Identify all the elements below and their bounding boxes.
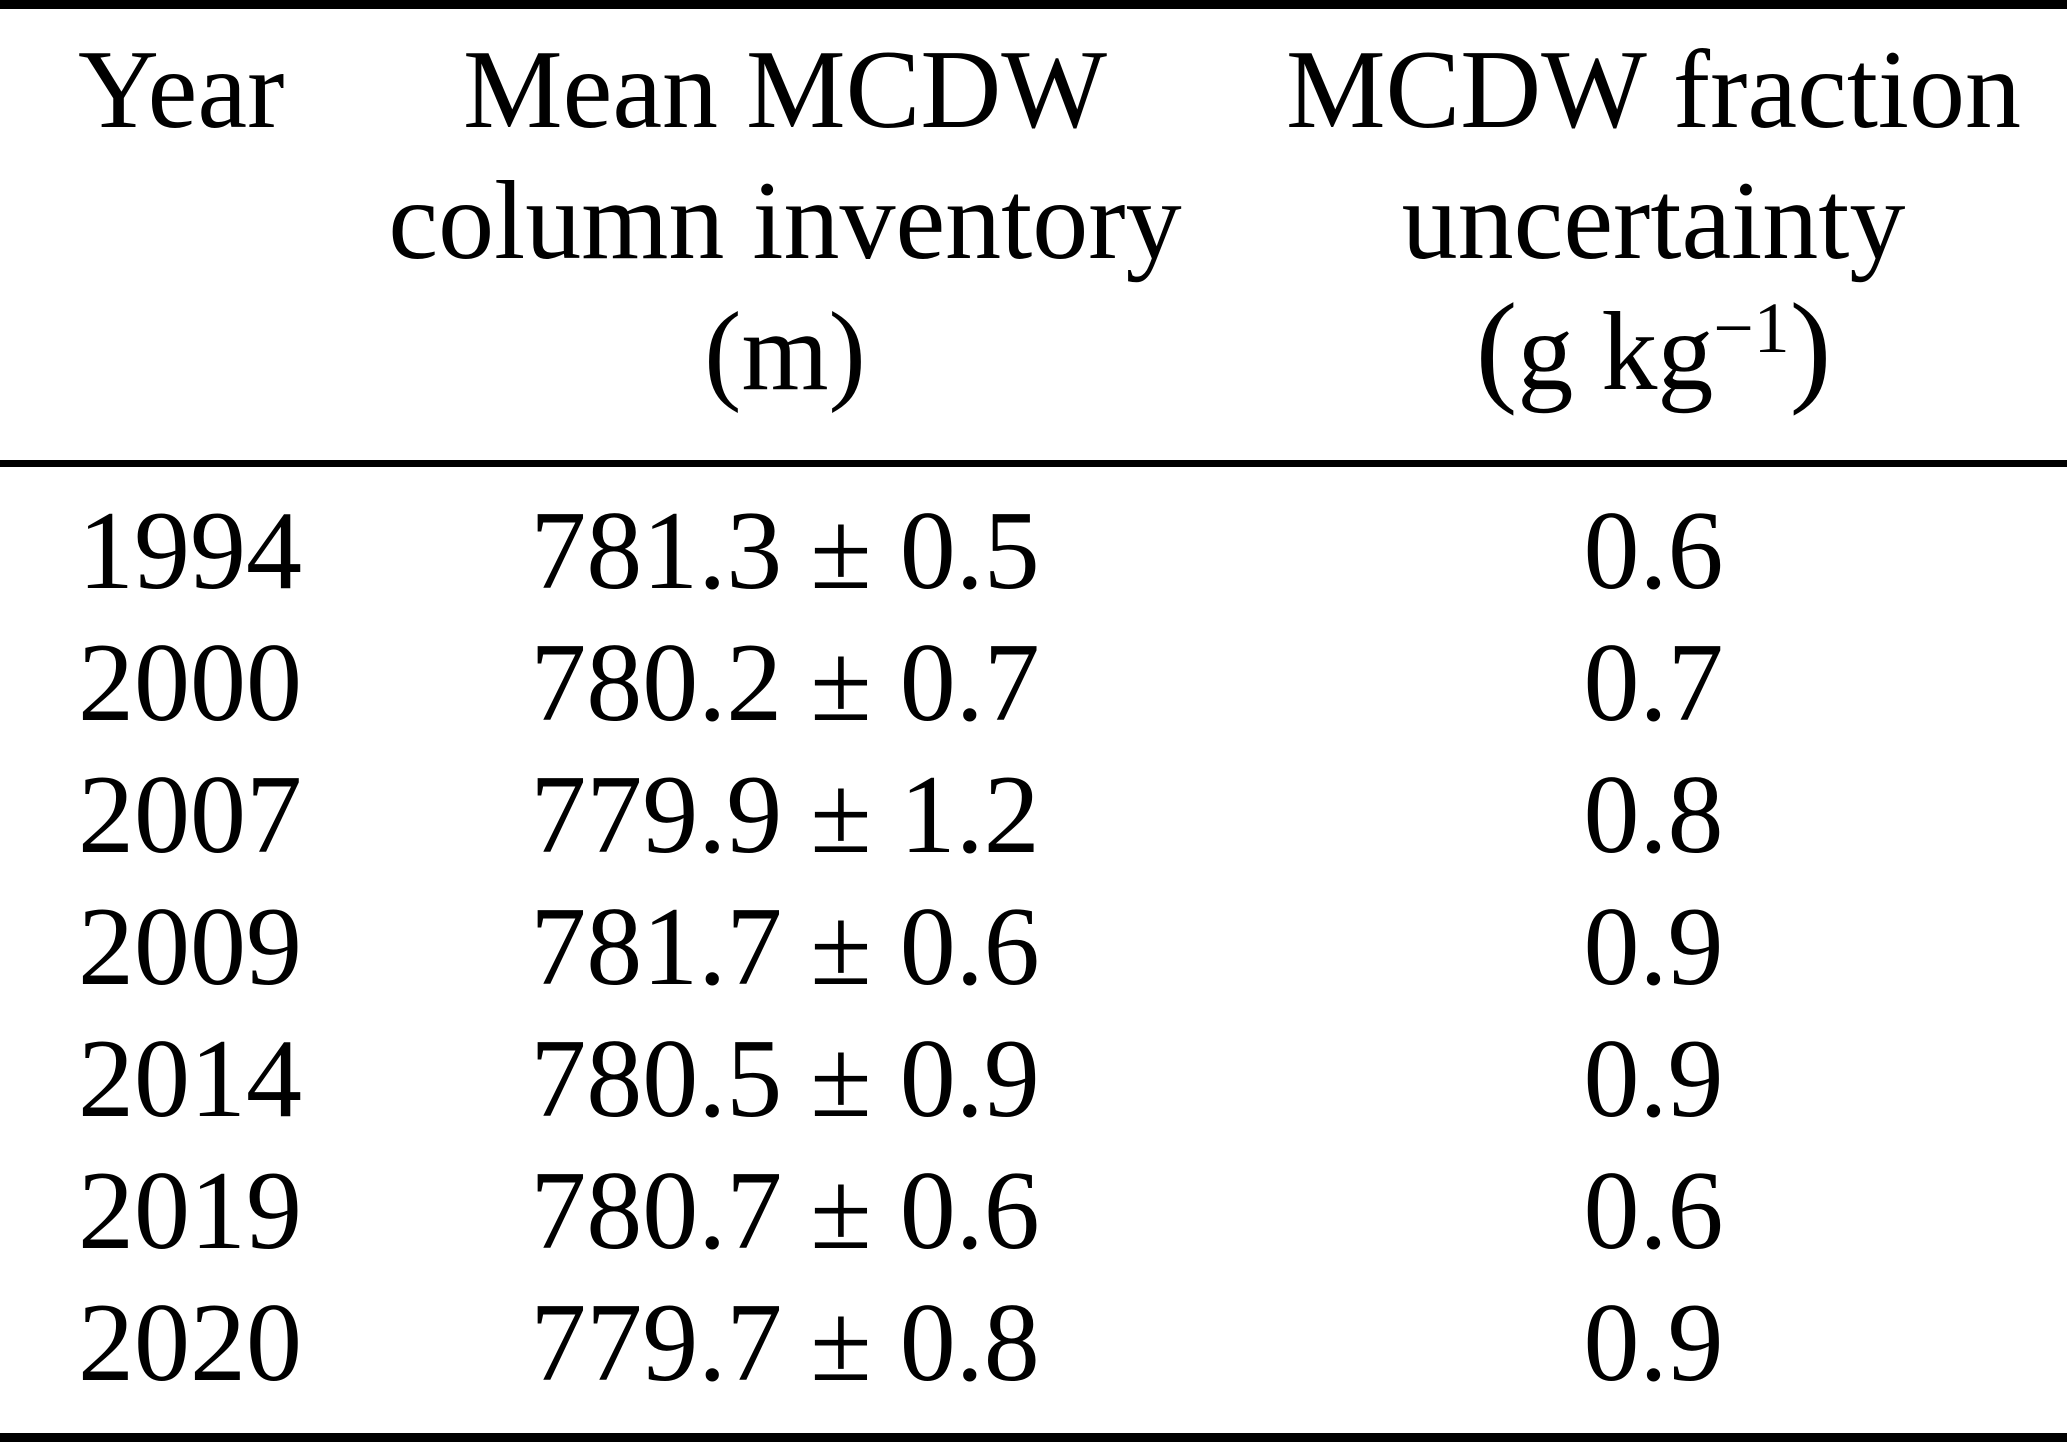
table-row-1994: 1994 781.3 ± 0.5 0.6 xyxy=(0,464,2067,618)
table-header: Year Mean MCDW column inventory (m) MCDW… xyxy=(0,4,2067,467)
inventory-cell: 780.7 ± 0.6 xyxy=(530,1149,1040,1273)
uncertainty-cell: 0.6 xyxy=(1583,489,1724,613)
unit-open-paren: ( xyxy=(1475,278,1518,417)
year-cell: 1994 xyxy=(78,489,302,613)
year-column-header: Year xyxy=(0,4,330,467)
inventory-cell: 779.9 ± 1.2 xyxy=(530,753,1040,877)
fraction-header-line-2: uncertainty xyxy=(1401,159,1906,283)
uncertainty-cell: 0.7 xyxy=(1583,621,1724,745)
inventory-cell: 781.3 ± 0.5 xyxy=(530,489,1040,613)
table-row-2019: 2019 780.7 ± 0.6 0.6 xyxy=(0,1145,2067,1277)
unit-text: g kg xyxy=(1517,290,1714,414)
table-body: 1994 781.3 ± 0.5 0.6 2000 780.2 ± 0.7 0.… xyxy=(0,464,2067,1438)
inventory-cell: 779.7 ± 0.8 xyxy=(530,1281,1040,1405)
inventory-cell: 780.5 ± 0.9 xyxy=(530,1017,1040,1141)
table-row-2020: 2020 779.7 ± 0.8 0.9 xyxy=(0,1277,2067,1438)
uncertainty-cell: 0.9 xyxy=(1583,885,1724,1009)
year-cell: 2000 xyxy=(78,621,302,745)
year-cell: 2014 xyxy=(78,1017,302,1141)
table-row-2007: 2007 779.9 ± 1.2 0.8 xyxy=(0,749,2067,881)
uncertainty-cell: 0.9 xyxy=(1583,1017,1724,1141)
year-cell: 2019 xyxy=(78,1149,302,1273)
year-header-label: Year xyxy=(78,28,285,152)
uncertainty-cell: 0.9 xyxy=(1583,1281,1724,1405)
fraction-header-unit: (g kg−1) xyxy=(1240,285,2067,418)
fraction-header-line-1: MCDW fraction xyxy=(1285,28,2022,152)
unit-close-paren: ) xyxy=(1789,278,1832,417)
unit-superscript: −1 xyxy=(1713,287,1790,368)
table-row-2000: 2000 780.2 ± 0.7 0.7 xyxy=(0,617,2067,749)
year-cell: 2009 xyxy=(78,885,302,1009)
inventory-column-header: Mean MCDW column inventory (m) xyxy=(330,4,1240,467)
uncertainty-cell: 0.6 xyxy=(1583,1149,1724,1273)
table-row-2014: 2014 780.5 ± 0.9 0.9 xyxy=(0,1013,2067,1145)
fraction-column-header: MCDW fraction uncertainty (g kg−1) xyxy=(1240,4,2067,467)
uncertainty-cell: 0.8 xyxy=(1583,753,1724,877)
inventory-header-line-1: Mean MCDW xyxy=(463,28,1107,152)
year-cell: 2007 xyxy=(78,753,302,877)
inventory-header-line-2: column inventory xyxy=(388,159,1182,283)
inventory-cell: 781.7 ± 0.6 xyxy=(530,885,1040,1009)
table-row-2009: 2009 781.7 ± 0.6 0.9 xyxy=(0,881,2067,1013)
inventory-header-unit: (m) xyxy=(704,290,866,414)
inventory-cell: 780.2 ± 0.7 xyxy=(530,621,1040,745)
year-cell: 2020 xyxy=(78,1281,302,1405)
header-row: Year Mean MCDW column inventory (m) MCDW… xyxy=(0,4,2067,467)
